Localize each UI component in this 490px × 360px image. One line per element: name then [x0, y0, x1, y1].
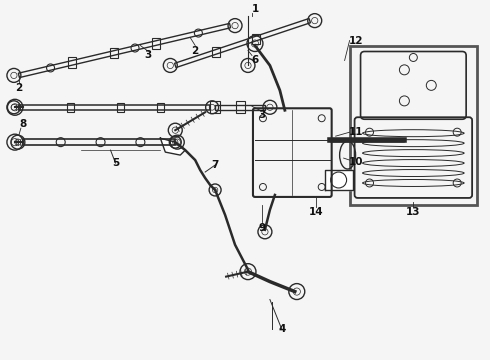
Text: 14: 14 — [308, 207, 323, 217]
Bar — [236, 101, 245, 113]
Bar — [152, 37, 160, 49]
Bar — [68, 58, 75, 68]
Text: 12: 12 — [348, 36, 363, 46]
Bar — [252, 33, 260, 44]
Text: 2: 2 — [192, 45, 199, 55]
Bar — [212, 47, 220, 57]
Text: 2: 2 — [15, 84, 23, 93]
Bar — [349, 45, 477, 205]
Polygon shape — [325, 170, 353, 190]
Text: 3: 3 — [258, 110, 266, 120]
Text: 10: 10 — [348, 157, 363, 167]
Text: 13: 13 — [406, 207, 420, 217]
Bar — [117, 103, 124, 112]
Polygon shape — [160, 138, 185, 155]
Text: 9: 9 — [258, 223, 266, 233]
Text: 1: 1 — [251, 4, 259, 14]
Text: 5: 5 — [112, 158, 119, 168]
Text: 11: 11 — [348, 127, 363, 137]
Text: 4: 4 — [278, 324, 286, 334]
Text: 7: 7 — [211, 160, 219, 170]
Text: 3: 3 — [145, 50, 152, 60]
Text: 6: 6 — [251, 55, 259, 66]
Bar — [157, 103, 164, 112]
Bar — [210, 101, 220, 113]
Bar — [110, 48, 118, 58]
Bar — [67, 103, 74, 112]
Text: 8: 8 — [19, 119, 26, 129]
